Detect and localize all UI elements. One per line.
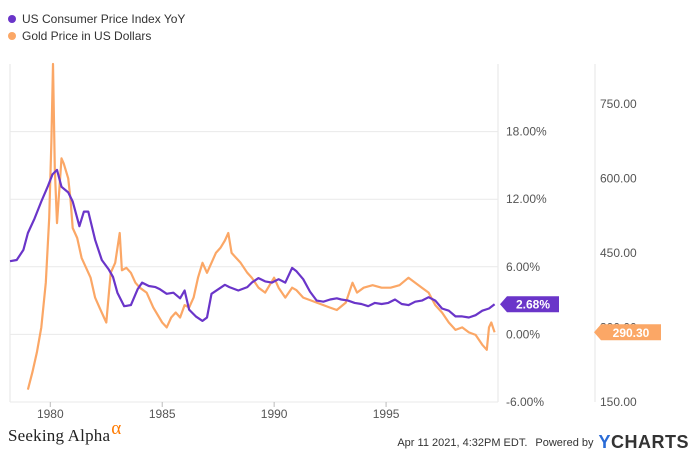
alpha-symbol: α [111, 418, 122, 439]
x-axis-ticks: 1980 1985 1990 1995 [37, 402, 400, 421]
right-tick-label: 150.00 [600, 395, 637, 409]
right-tick-label: 450.00 [600, 246, 637, 260]
cpi-end-value: 2.68% [516, 298, 550, 312]
chart-legend: US Consumer Price Index YoY Gold Price i… [8, 10, 185, 44]
right-tick-label: 750.00 [600, 97, 637, 111]
chart-gridlines [9, 64, 596, 403]
legend-item-gold[interactable]: Gold Price in US Dollars [8, 27, 185, 44]
ycharts-logo-rest: CHARTS [611, 432, 689, 452]
chart-footer: Apr 11 2021, 4:32PM EDT. Powered by YCHA… [397, 432, 689, 453]
timestamp: Apr 11 2021, 4:32PM EDT. [397, 436, 528, 449]
end-value-labels: 290.30 2.68% [500, 296, 661, 341]
brand-name: Seeking Alpha [8, 426, 111, 445]
chart-series [9, 62, 496, 390]
legend-dot-gold [8, 31, 16, 40]
gold-end-tag [594, 324, 661, 341]
gold-series-line [26, 62, 496, 390]
legend-label-gold: Gold Price in US Dollars [22, 28, 152, 43]
ycharts-logo[interactable]: YCHARTS [598, 432, 689, 452]
x-tick-label: 1980 [37, 407, 64, 421]
left-tick-label: 0.00% [506, 327, 540, 341]
left-axis-ticks: 18.00% 12.00% 6.00% 0.00% -6.00% [506, 125, 547, 409]
legend-label-cpi: US Consumer Price Index YoY [22, 11, 186, 26]
left-tick-label: 6.00% [506, 260, 540, 274]
cpi-series-line [9, 168, 496, 322]
x-tick-label: 1995 [373, 407, 400, 421]
legend-dot-cpi [8, 14, 16, 23]
right-tick-label: 600.00 [600, 171, 637, 185]
cpi-end-tag [500, 296, 559, 313]
left-tick-label: 12.00% [506, 192, 547, 206]
legend-item-cpi[interactable]: US Consumer Price Index YoY [8, 10, 185, 27]
left-tick-label: 18.00% [506, 125, 547, 139]
seeking-alpha-logo: Seeking Alphaα [8, 418, 121, 447]
powered-by-label: Powered by [535, 436, 594, 449]
x-tick-label: 1990 [261, 407, 288, 421]
gold-end-value: 290.30 [613, 326, 650, 340]
x-tick-label: 1985 [149, 407, 176, 421]
left-tick-label: -6.00% [506, 395, 544, 409]
